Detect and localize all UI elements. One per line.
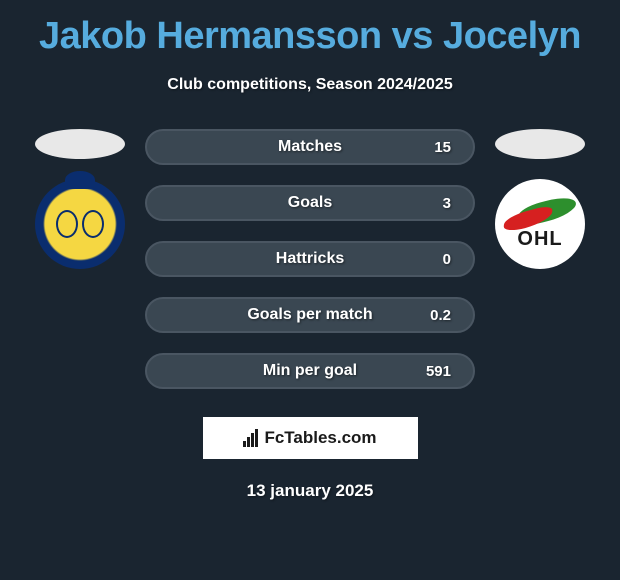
- stat-right-value: 0: [421, 251, 451, 268]
- content-row: Matches 15 Goals 3 Hattricks 0 Goals per…: [10, 129, 610, 389]
- stat-label: Min per goal: [263, 362, 357, 380]
- chart-bars-icon: [243, 429, 258, 447]
- player-left-column: [25, 129, 135, 269]
- stat-row-hattricks: Hattricks 0: [145, 241, 475, 277]
- stat-row-min-per-goal: Min per goal 591: [145, 353, 475, 389]
- stat-right-value: 3: [421, 195, 451, 212]
- stats-list: Matches 15 Goals 3 Hattricks 0 Goals per…: [135, 129, 485, 389]
- player-left-avatar: [35, 129, 125, 159]
- club-logo-left: [35, 179, 125, 269]
- branding-text: FcTables.com: [264, 428, 376, 448]
- subtitle: Club competitions, Season 2024/2025: [10, 76, 610, 94]
- date-label: 13 january 2025: [10, 481, 610, 501]
- stat-right-value: 591: [421, 363, 451, 380]
- main-container: Jakob Hermansson vs Jocelyn Club competi…: [0, 0, 620, 501]
- stat-label: Goals: [288, 194, 332, 212]
- stat-label: Matches: [278, 138, 342, 156]
- stat-label: Goals per match: [247, 306, 372, 324]
- club-logo-right: OHL: [495, 179, 585, 269]
- page-title: Jakob Hermansson vs Jocelyn: [10, 0, 610, 58]
- stat-row-goals: Goals 3: [145, 185, 475, 221]
- player-right-column: OHL: [485, 129, 595, 269]
- stat-label: Hattricks: [276, 250, 344, 268]
- stat-row-matches: Matches 15: [145, 129, 475, 165]
- stat-row-goals-per-match: Goals per match 0.2: [145, 297, 475, 333]
- club-logo-left-rings: [56, 210, 104, 238]
- ohl-text: OHL: [517, 228, 562, 251]
- branding-badge: FcTables.com: [203, 417, 418, 459]
- stat-right-value: 15: [421, 139, 451, 156]
- stat-right-value: 0.2: [421, 307, 451, 324]
- player-right-avatar: [495, 129, 585, 159]
